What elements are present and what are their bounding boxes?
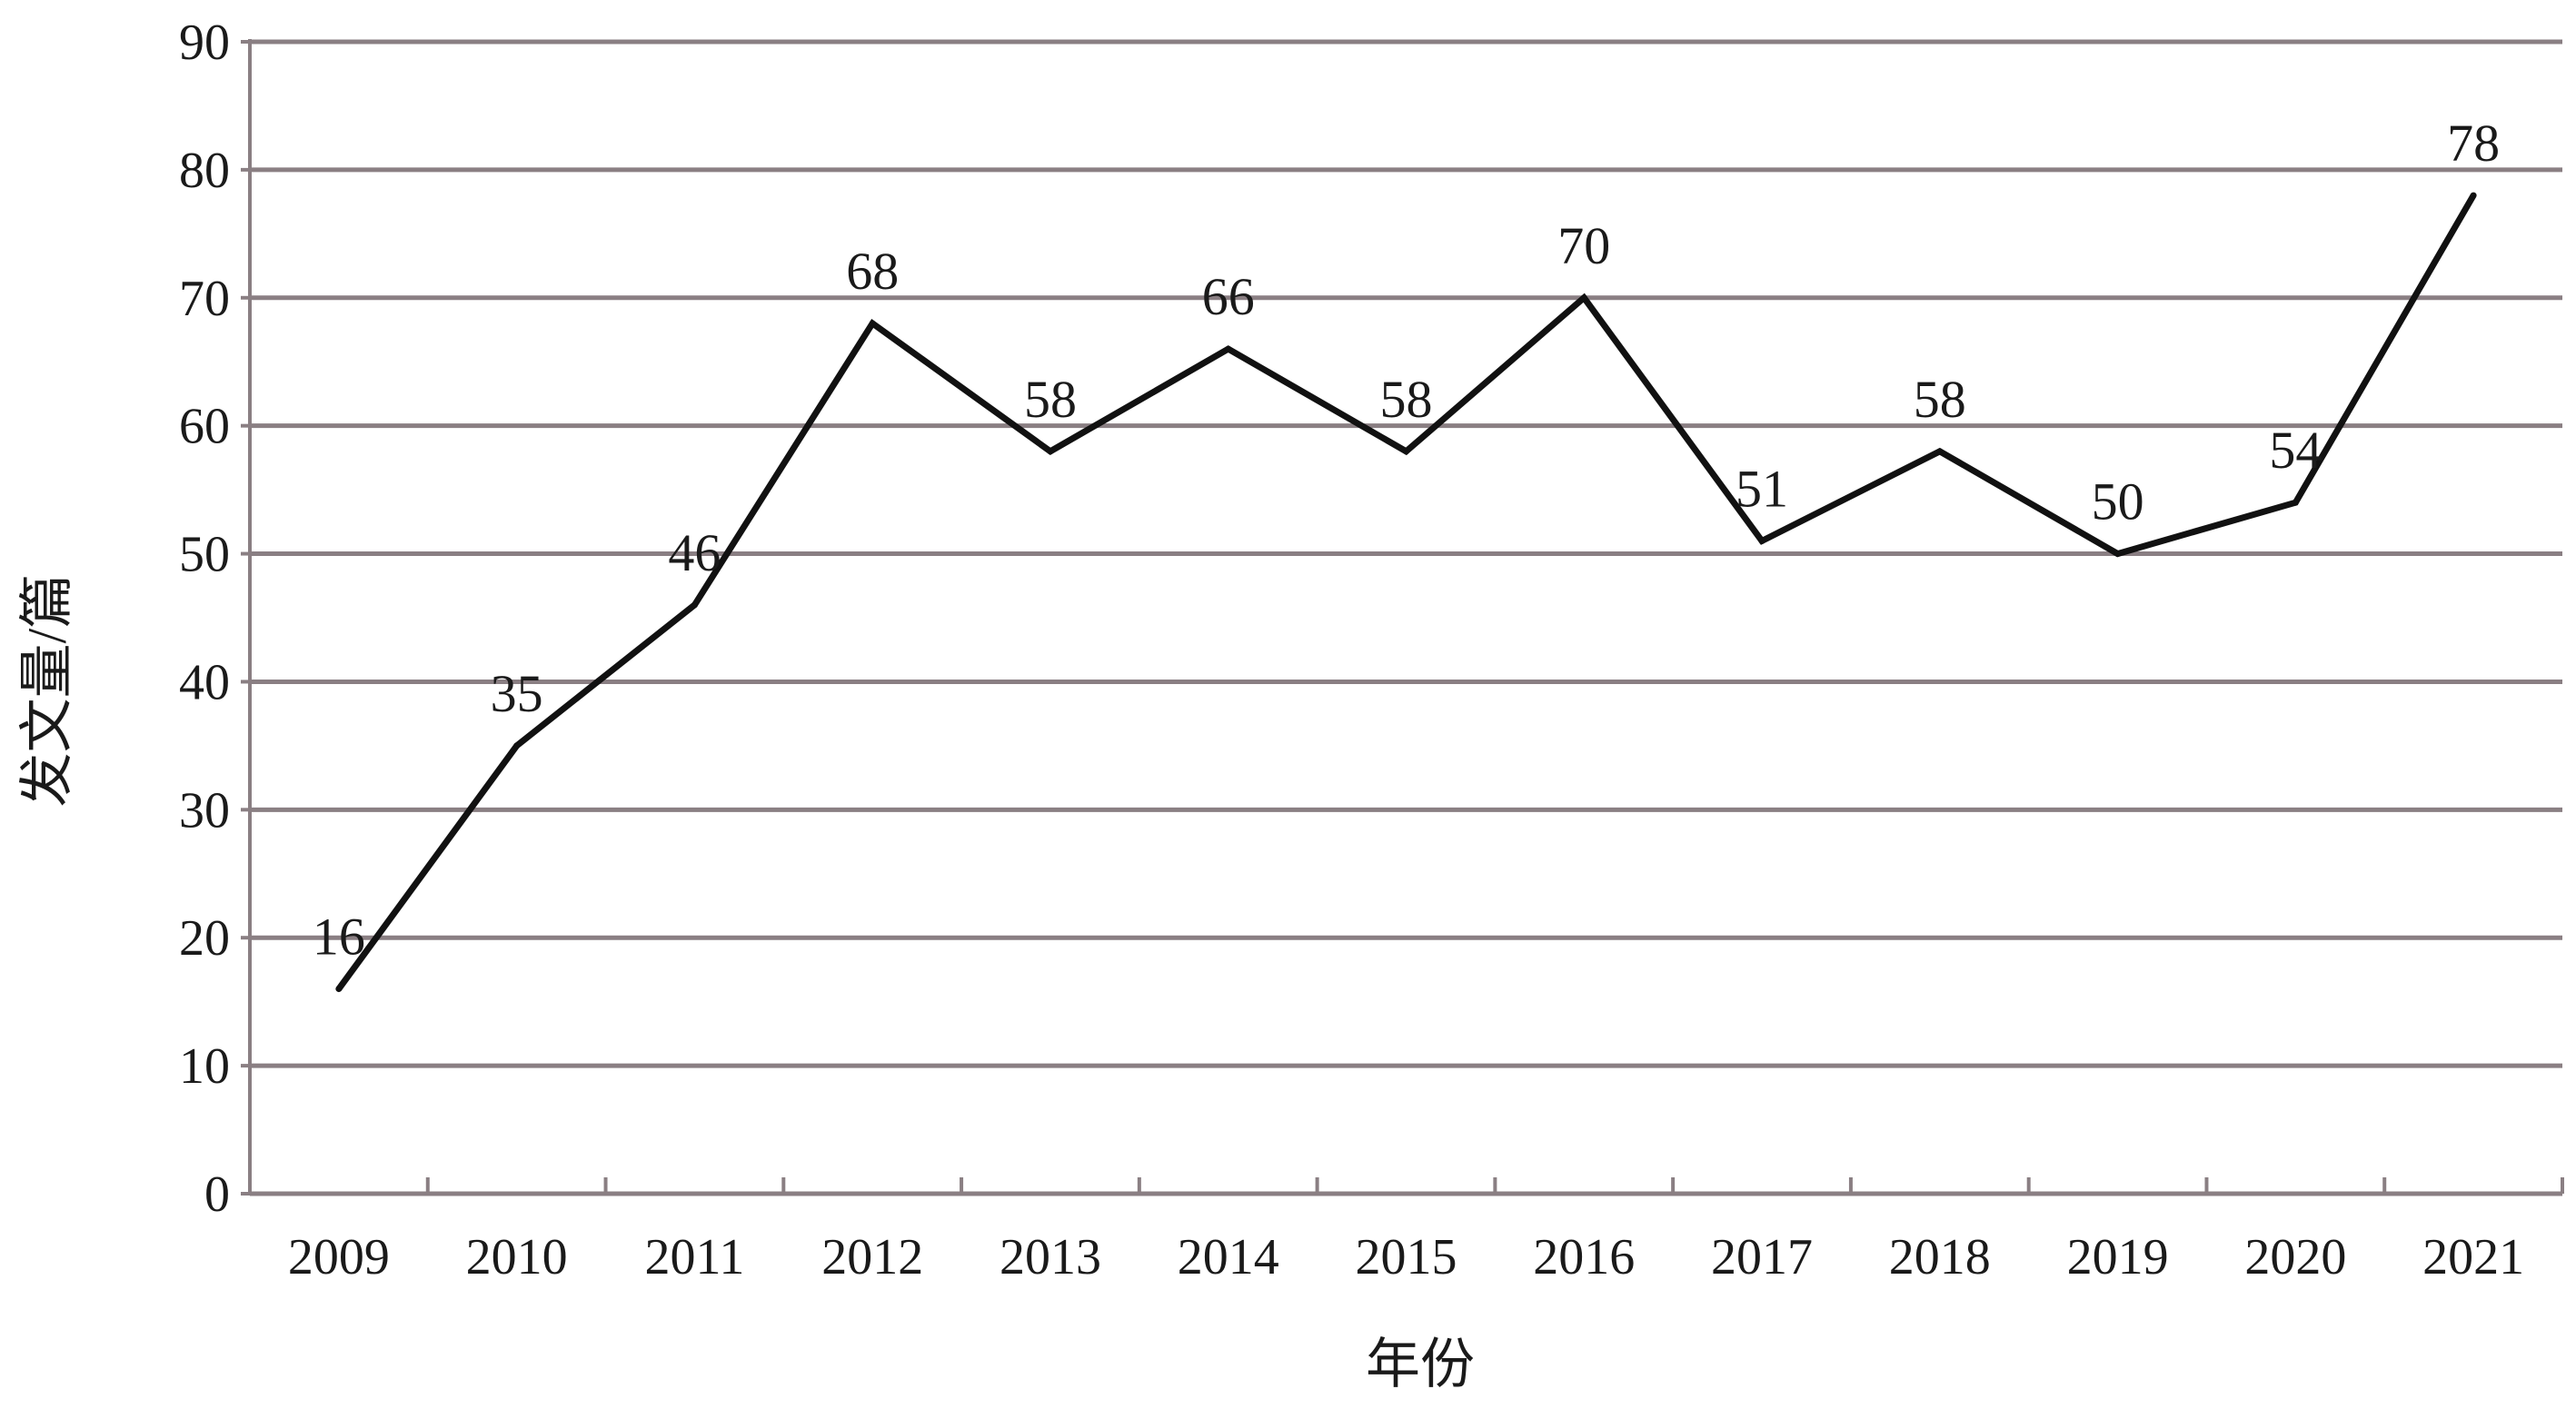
y-tick-label: 50	[179, 527, 230, 583]
x-tick-label: 2018	[1889, 1229, 1991, 1285]
data-label: 66	[1202, 267, 1255, 326]
data-point	[1403, 448, 1409, 455]
x-tick-label: 2016	[1533, 1229, 1635, 1285]
y-tick-label: 60	[179, 399, 230, 455]
series-layer	[335, 192, 2477, 993]
y-tick-label: 40	[179, 654, 230, 710]
axes	[241, 39, 2564, 1196]
y-tick-label: 80	[179, 143, 230, 199]
data-labels: 16 35 46 68 58 66 58 70 51 58 50 54 78	[313, 114, 2500, 967]
y-axis-title: 发文量/篇	[17, 574, 77, 808]
data-point	[1758, 537, 1765, 544]
data-point	[513, 742, 521, 749]
data-label: 70	[1557, 216, 1610, 275]
x-tick-label: 2015	[1356, 1229, 1457, 1285]
data-label: 58	[1024, 370, 1077, 429]
data-label: 46	[668, 523, 721, 582]
x-tick-labels: 2009 2010 2011 2012 2013 2014 2015 2016 2017 2018…	[288, 1229, 2524, 1285]
y-tick-label: 90	[179, 15, 230, 71]
y-tick-label: 20	[179, 910, 230, 967]
data-label: 68	[846, 242, 899, 301]
y-tick-label: 30	[179, 782, 230, 838]
data-point	[2292, 499, 2299, 506]
data-label: 58	[1380, 370, 1433, 429]
data-point	[1047, 448, 1054, 455]
data-point	[335, 986, 343, 993]
series-line	[336, 193, 2477, 991]
x-tick-label: 2011	[644, 1229, 744, 1285]
y-tick-label: 10	[179, 1038, 230, 1095]
x-tick-label: 2013	[1000, 1229, 1101, 1285]
x-tick-label: 2009	[288, 1229, 390, 1285]
gridlines	[250, 39, 2562, 1068]
data-point	[1580, 294, 1587, 302]
data-point	[1225, 345, 1232, 352]
x-axis-title: 年份	[1366, 1335, 1475, 1394]
x-tick-label: 2020	[2244, 1229, 2346, 1285]
x-tick-label: 2014	[1178, 1229, 1279, 1285]
x-tick-label: 2012	[821, 1229, 923, 1285]
data-label: 58	[1914, 370, 1966, 429]
x-tick-label: 2021	[2422, 1229, 2524, 1285]
data-label: 50	[2092, 472, 2144, 531]
y-tick-labels: 0 10 20 30 40 50 60 70 80 90	[179, 15, 230, 1223]
data-point	[2114, 551, 2122, 558]
data-label: 51	[1736, 459, 1788, 518]
x-tick-label: 2019	[2067, 1229, 2169, 1285]
data-label: 35	[491, 664, 543, 723]
y-tick-label: 70	[179, 271, 230, 327]
data-label: 16	[313, 908, 365, 967]
data-point	[1936, 448, 1944, 455]
data-point	[691, 601, 698, 609]
data-label: 78	[2447, 114, 2500, 173]
data-point	[2470, 192, 2477, 199]
data-label: 54	[2269, 421, 2322, 480]
x-tick-label: 2010	[466, 1229, 568, 1285]
x-tick-label: 2017	[1711, 1229, 1813, 1285]
y-tick-label: 0	[204, 1166, 230, 1223]
data-point	[869, 320, 876, 327]
